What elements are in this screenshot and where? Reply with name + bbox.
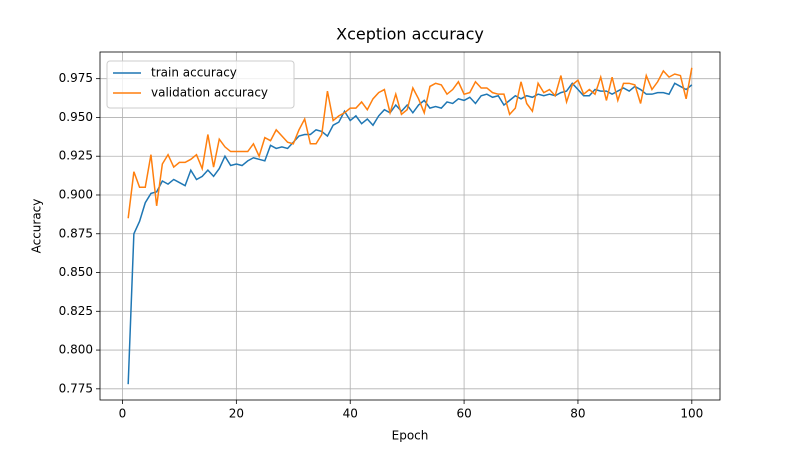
- y-tick-label: 0.900: [59, 187, 93, 201]
- y-tick-label: 0.850: [59, 265, 93, 279]
- legend-label: validation accuracy: [151, 86, 268, 100]
- x-tick-label: 60: [456, 407, 471, 421]
- x-axis-label: Epoch: [392, 429, 429, 443]
- y-tick-label: 0.950: [59, 110, 93, 124]
- legend-box: [106, 60, 295, 109]
- legend-label: train accuracy: [151, 66, 237, 80]
- y-tick-label: 0.875: [59, 226, 93, 240]
- y-tick-label: 0.800: [59, 343, 93, 357]
- x-tick-label: 100: [680, 407, 703, 421]
- x-tick-label: 80: [570, 407, 585, 421]
- y-tick-label: 0.775: [59, 381, 93, 395]
- legend: train accuracy validation accuracy: [106, 60, 295, 109]
- x-tick-label: 0: [119, 407, 127, 421]
- x-tick-label: 20: [229, 407, 244, 421]
- series-line: [127, 82, 693, 385]
- series-line: [127, 67, 693, 219]
- chart-title: Xception accuracy: [336, 25, 484, 44]
- y-tick-label: 0.925: [59, 149, 93, 163]
- y-tick-label: 0.825: [59, 304, 93, 318]
- y-tick-label: 0.975: [59, 71, 93, 85]
- x-tick-label: 40: [343, 407, 358, 421]
- plot-frame: [99, 51, 721, 401]
- y-axis-label: Accuracy: [30, 199, 44, 254]
